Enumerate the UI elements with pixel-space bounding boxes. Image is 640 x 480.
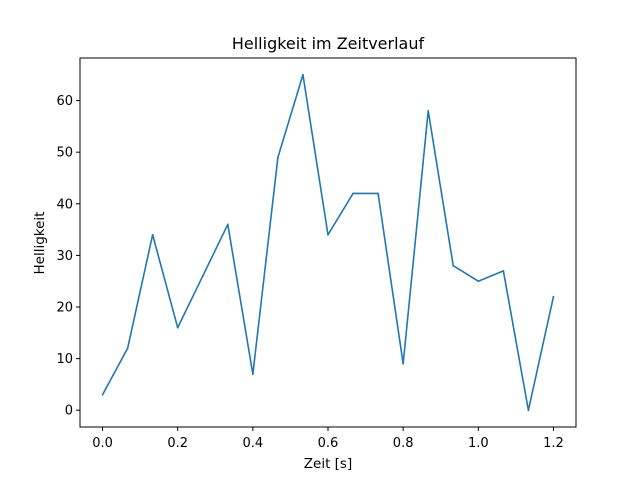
y-tick-label: 30 xyxy=(56,249,73,264)
data-point xyxy=(126,347,129,350)
y-tick-label: 20 xyxy=(56,301,73,316)
series-line-0 xyxy=(101,73,555,412)
x-tick-label: 0.4 xyxy=(243,436,264,451)
data-point xyxy=(502,269,505,272)
y-axis-label: Helligkeit xyxy=(32,212,48,275)
y-axis: 0 10 20 30 40 50 60 xyxy=(56,94,80,419)
data-point xyxy=(552,295,555,298)
y-tick-label: 0 xyxy=(65,404,73,419)
x-tick-label: 0.6 xyxy=(318,436,339,451)
x-tick-label: 1.2 xyxy=(543,436,564,451)
y-tick-label: 10 xyxy=(56,352,73,367)
x-tick-label: 0.0 xyxy=(92,436,113,451)
data-point xyxy=(251,373,254,375)
x-tick-label: 0.8 xyxy=(393,436,414,451)
x-tick-label: 1.0 xyxy=(468,436,489,451)
x-axis: 0.0 0.2 0.4 0.6 0.8 1.0 1.2 xyxy=(92,427,564,451)
data-point xyxy=(427,110,430,112)
data-point xyxy=(377,192,379,195)
x-tick-label: 0.2 xyxy=(167,436,188,451)
plot-area xyxy=(101,73,555,412)
data-point xyxy=(477,280,480,283)
data-point xyxy=(302,73,304,76)
data-point xyxy=(277,156,279,159)
y-tick-label: 60 xyxy=(56,94,73,109)
data-point xyxy=(327,233,329,236)
chart-title: Helligkeit im Zeitverlauf xyxy=(232,34,425,53)
data-point xyxy=(201,275,204,277)
y-tick-label: 50 xyxy=(56,146,73,161)
x-axis-label: Zeit [s] xyxy=(304,456,352,472)
data-point xyxy=(101,393,104,396)
data-point xyxy=(352,192,354,195)
data-point xyxy=(226,223,229,226)
data-point xyxy=(402,362,405,365)
y-tick-label: 40 xyxy=(56,197,73,212)
data-point xyxy=(452,264,455,267)
data-point xyxy=(151,233,154,236)
data-point xyxy=(527,409,530,412)
data-point xyxy=(176,326,179,329)
